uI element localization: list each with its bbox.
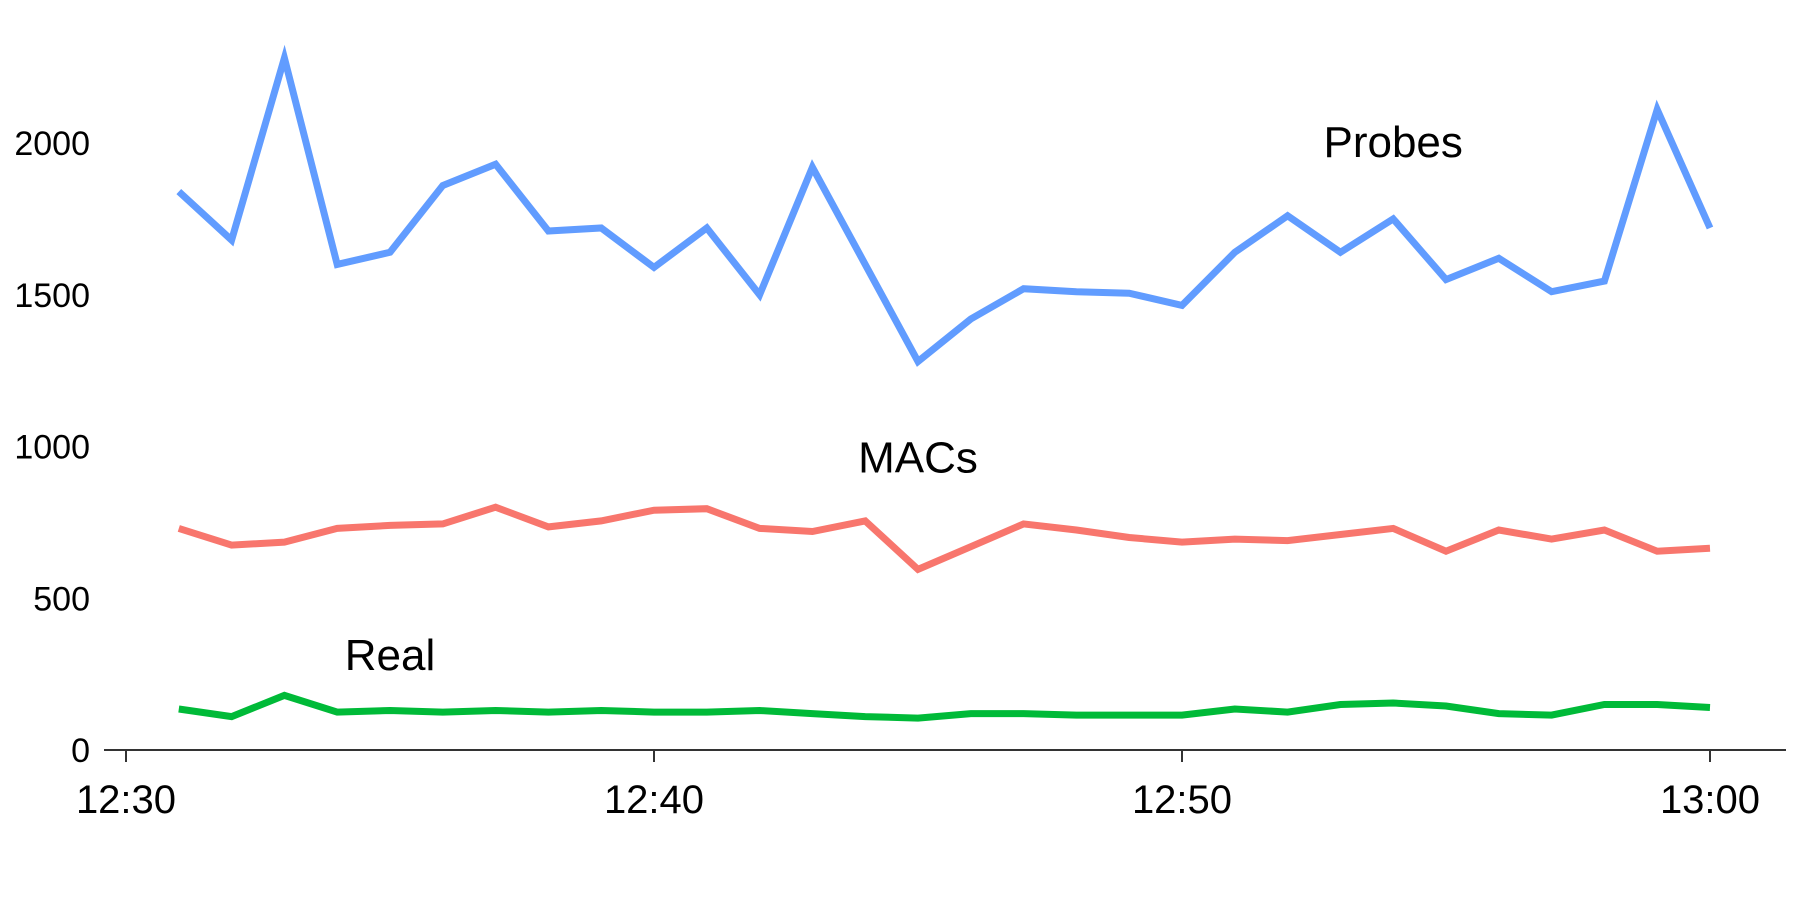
y-tick-label: 0 bbox=[71, 732, 90, 770]
series-label-macs: MACs bbox=[858, 434, 978, 483]
series-line-real bbox=[178, 691, 1711, 722]
series-labels: Probes MACs Real bbox=[345, 118, 1463, 680]
series-line-probes bbox=[176, 44, 1714, 367]
series-line-macs bbox=[177, 503, 1711, 574]
x-tick-label: 13:00 bbox=[1660, 778, 1760, 822]
x-tick-label: 12:50 bbox=[1132, 778, 1232, 822]
y-axis-ticks: 0 500 1000 1500 2000 bbox=[14, 125, 90, 770]
series-lines bbox=[176, 44, 1714, 722]
x-tick-label: 12:40 bbox=[604, 778, 704, 822]
x-tick-label: 12:30 bbox=[76, 778, 176, 822]
y-tick-label: 500 bbox=[33, 580, 90, 618]
y-tick-label: 1000 bbox=[14, 429, 90, 467]
series-label-real: Real bbox=[345, 631, 436, 680]
y-tick-label: 1500 bbox=[14, 277, 90, 315]
y-tick-label: 2000 bbox=[14, 125, 90, 163]
series-label-probes: Probes bbox=[1323, 118, 1462, 167]
x-axis-ticks: 12:30 12:40 12:50 13:00 bbox=[76, 750, 1760, 822]
